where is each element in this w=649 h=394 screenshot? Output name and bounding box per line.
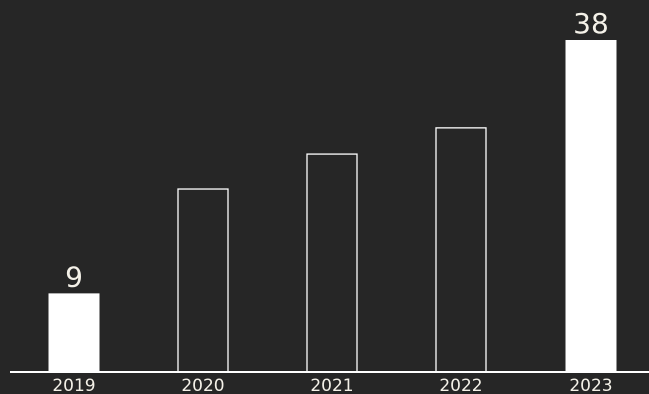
bar-2021 bbox=[306, 153, 358, 373]
bar-2020 bbox=[177, 188, 229, 373]
bar-group bbox=[48, 40, 617, 373]
value-label-2019: 9 bbox=[65, 260, 83, 293]
bar-2022 bbox=[435, 127, 487, 373]
x-tick-label-2023: 2023 bbox=[569, 376, 612, 394]
x-tick-label-2021: 2021 bbox=[310, 376, 353, 394]
x-tick-label-group: 2019 2020 2021 2022 2023 bbox=[52, 376, 612, 394]
x-tick-label-2020: 2020 bbox=[181, 376, 224, 394]
bar-2023 bbox=[565, 40, 617, 372]
x-tick-label-2022: 2022 bbox=[439, 376, 482, 394]
x-tick-label-2019: 2019 bbox=[52, 376, 95, 394]
value-label-2023: 38 bbox=[573, 7, 609, 40]
value-label-group: 9 38 bbox=[65, 7, 609, 293]
bar-2019 bbox=[48, 293, 100, 372]
